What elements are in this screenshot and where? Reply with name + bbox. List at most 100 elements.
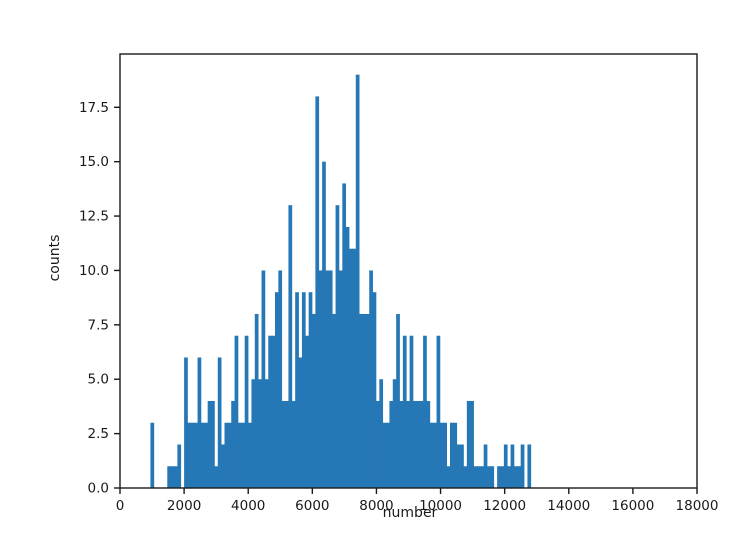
x-tick-label: 12000 xyxy=(483,498,526,514)
y-tick-label: 5.0 xyxy=(88,372,109,388)
histogram-bar xyxy=(456,444,461,488)
histogram-bar xyxy=(359,313,363,488)
histogram-bar xyxy=(224,422,229,488)
histogram-bar xyxy=(295,292,299,488)
histogram-bar xyxy=(244,335,249,488)
histogram-bar xyxy=(184,357,188,488)
histogram-bar xyxy=(392,379,397,488)
histogram-bar xyxy=(271,335,276,488)
histogram-bar xyxy=(386,422,390,488)
histogram-bar xyxy=(379,379,384,488)
histogram-bar xyxy=(268,335,272,488)
histogram-bar xyxy=(190,422,195,488)
x-tick-label: 2000 xyxy=(167,498,201,514)
histogram-bar xyxy=(396,313,400,488)
histogram-bar xyxy=(234,335,239,488)
histogram-bar xyxy=(433,422,437,488)
histogram-bar xyxy=(237,422,242,488)
histogram-bar xyxy=(285,400,289,488)
histogram-bar xyxy=(510,444,515,488)
y-tick-label: 7.5 xyxy=(88,317,109,333)
y-tick-label: 17.5 xyxy=(79,100,109,116)
histogram-bar xyxy=(500,466,505,488)
histogram-bar xyxy=(349,248,353,488)
histogram-bar xyxy=(470,400,474,488)
histogram-bar xyxy=(416,400,421,488)
histogram-bar xyxy=(365,313,370,488)
histogram-bar xyxy=(197,357,202,488)
histogram-bar xyxy=(409,335,414,488)
histogram-bar xyxy=(204,422,209,488)
histogram-bar xyxy=(211,400,215,488)
histogram-bar xyxy=(439,422,444,488)
histogram-bar xyxy=(480,466,485,488)
histogram-bar xyxy=(426,400,431,488)
histogram-bar xyxy=(322,161,326,488)
histogram-bar xyxy=(399,400,404,488)
histogram-bar xyxy=(318,270,323,488)
x-tick-label: 8000 xyxy=(359,498,393,514)
histogram-bar xyxy=(207,400,212,488)
histogram-bar xyxy=(335,205,340,488)
x-tick-label: 4000 xyxy=(231,498,265,514)
histogram-bar xyxy=(369,270,373,488)
x-tick-label: 14000 xyxy=(547,498,590,514)
histogram-bar xyxy=(217,357,222,488)
histogram-bar xyxy=(503,444,508,488)
histogram-bar xyxy=(345,226,350,488)
histogram-bar xyxy=(221,444,225,488)
histogram-bar xyxy=(375,400,380,488)
histogram-bar xyxy=(325,270,330,488)
histogram-bar xyxy=(497,466,501,488)
histogram-bar xyxy=(466,400,471,488)
x-axis-label: number xyxy=(382,505,438,521)
histogram-bar xyxy=(298,357,303,488)
histogram-bar xyxy=(520,444,525,488)
histogram-bar xyxy=(177,444,182,488)
histogram-bar xyxy=(312,313,316,488)
histogram-bar xyxy=(248,422,252,488)
histogram-bar xyxy=(476,466,481,488)
x-tick-label: 10000 xyxy=(419,498,462,514)
histogram-bar xyxy=(453,422,458,488)
histogram-bar xyxy=(406,400,410,488)
histogram-bar xyxy=(450,422,454,488)
histogram-bar xyxy=(443,422,447,488)
histogram-bar xyxy=(258,379,262,488)
histogram-bar xyxy=(231,400,235,488)
x-tick-label: 16000 xyxy=(611,498,654,514)
histogram-bar xyxy=(513,466,518,488)
histogram-bar xyxy=(332,313,336,488)
histogram-bar xyxy=(490,466,495,488)
histogram-bar xyxy=(227,422,232,488)
histogram-bar xyxy=(278,270,283,488)
histogram-bar xyxy=(214,466,219,488)
histogram-bar xyxy=(254,313,259,488)
y-tick-label: 2.5 xyxy=(88,426,109,442)
histogram-bar xyxy=(342,183,347,488)
histogram-bar xyxy=(315,96,320,489)
histogram-bar xyxy=(473,466,478,488)
histogram-bar xyxy=(328,270,333,488)
histogram-bar xyxy=(372,292,377,488)
histogram-bar xyxy=(301,292,306,488)
histogram-bar xyxy=(463,466,468,488)
histogram-bar xyxy=(167,466,171,488)
y-tick-label: 10.0 xyxy=(79,263,109,279)
y-axis-label: counts xyxy=(47,234,63,282)
histogram-bar xyxy=(460,444,464,488)
histogram-bar xyxy=(436,335,441,488)
histogram-bar xyxy=(362,313,367,488)
histogram-bar xyxy=(274,292,279,488)
histogram-bar xyxy=(507,466,511,488)
histogram-bar xyxy=(446,466,451,488)
histogram-bar xyxy=(382,422,387,488)
histogram-bar xyxy=(338,270,343,488)
histogram-bar xyxy=(483,444,488,488)
histogram-bar xyxy=(487,466,491,488)
histogram-bar xyxy=(261,270,266,488)
histogram-bar xyxy=(174,466,178,488)
histogram-bar xyxy=(291,400,296,488)
